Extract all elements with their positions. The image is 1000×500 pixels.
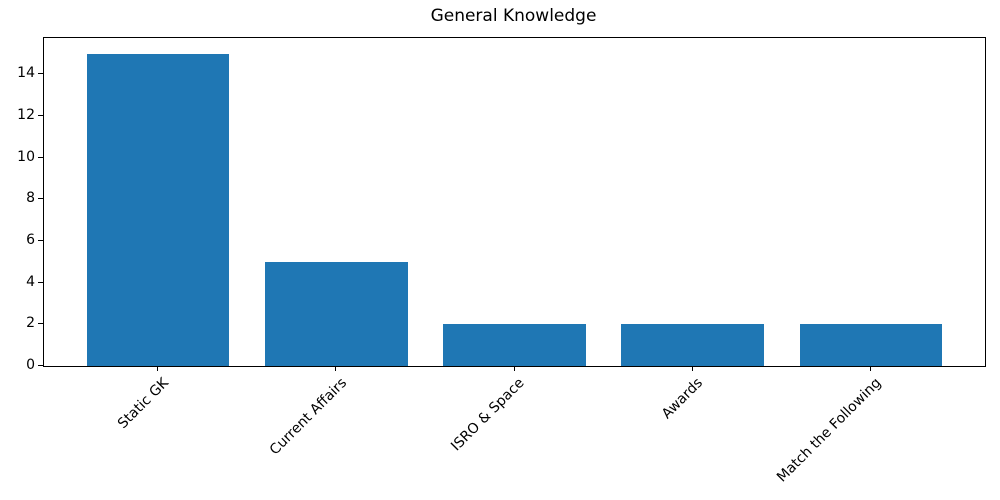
y-tick-2: [38, 281, 43, 283]
x-tick-3: [691, 366, 693, 371]
y-tick-label-5: 10: [17, 148, 35, 165]
bar-1: [264, 261, 408, 366]
x-tick-1: [335, 366, 337, 371]
x-tick-0: [157, 366, 159, 371]
y-tick-5: [38, 156, 43, 158]
bar-3: [621, 324, 764, 366]
y-tick-label-1: 2: [26, 315, 35, 332]
bar-4: [799, 324, 943, 366]
x-tick-label-2: ISRO & Space: [448, 375, 528, 455]
y-tick-3: [38, 240, 43, 242]
y-tick-label-3: 6: [26, 232, 35, 249]
y-tick-6: [38, 115, 43, 117]
x-tick-label-3: Awards: [658, 375, 707, 423]
x-tick-label-4: Match the Following: [773, 375, 885, 486]
y-tick-0: [38, 365, 43, 366]
x-tick-label-0: Static GK: [114, 375, 172, 432]
y-tick-label-4: 8: [26, 190, 35, 207]
y-tick-label-0: 0: [26, 357, 35, 373]
x-tick-4: [869, 366, 871, 371]
y-tick-1: [38, 323, 43, 325]
y-tick-label-7: 14: [17, 65, 35, 82]
bar-2: [443, 324, 586, 366]
y-tick-label-6: 12: [17, 107, 35, 124]
chart-title: General Knowledge: [430, 6, 597, 26]
plot-area: [43, 37, 986, 367]
y-tick-label-2: 4: [26, 273, 35, 290]
y-tick-7: [38, 73, 43, 75]
x-tick-label-1: Current Affairs: [266, 375, 350, 459]
x-tick-2: [513, 366, 515, 371]
y-tick-4: [38, 198, 43, 200]
bar-0: [86, 53, 230, 366]
